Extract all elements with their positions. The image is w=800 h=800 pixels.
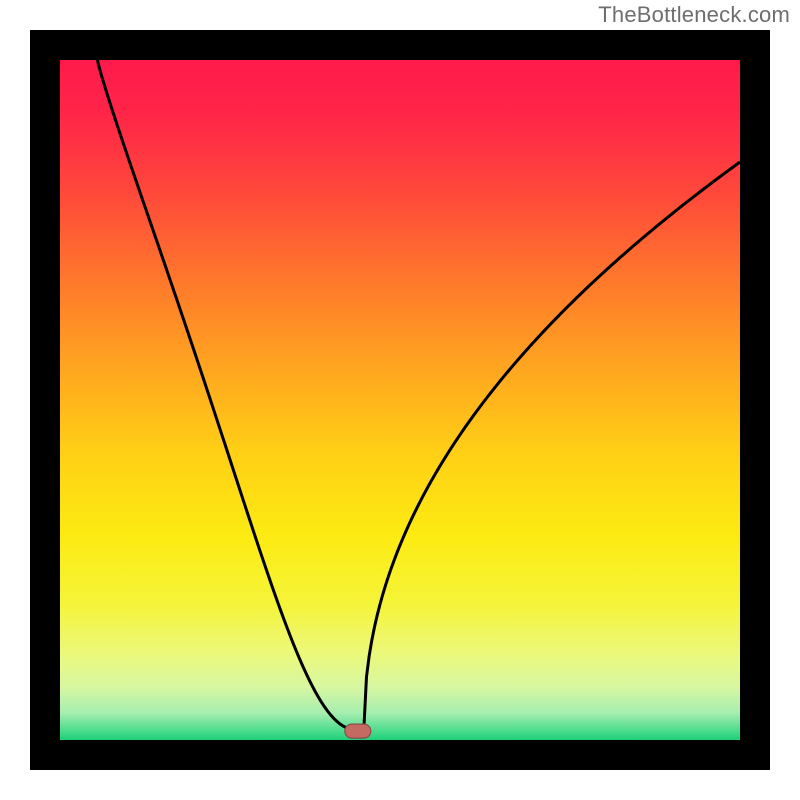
chart-gradient-background: [60, 60, 740, 740]
optimal-point-marker: [345, 724, 371, 738]
bottleneck-chart-svg: [0, 0, 800, 800]
chart-container: TheBottleneck.com: [0, 0, 800, 800]
watermark-text: TheBottleneck.com: [598, 2, 790, 28]
